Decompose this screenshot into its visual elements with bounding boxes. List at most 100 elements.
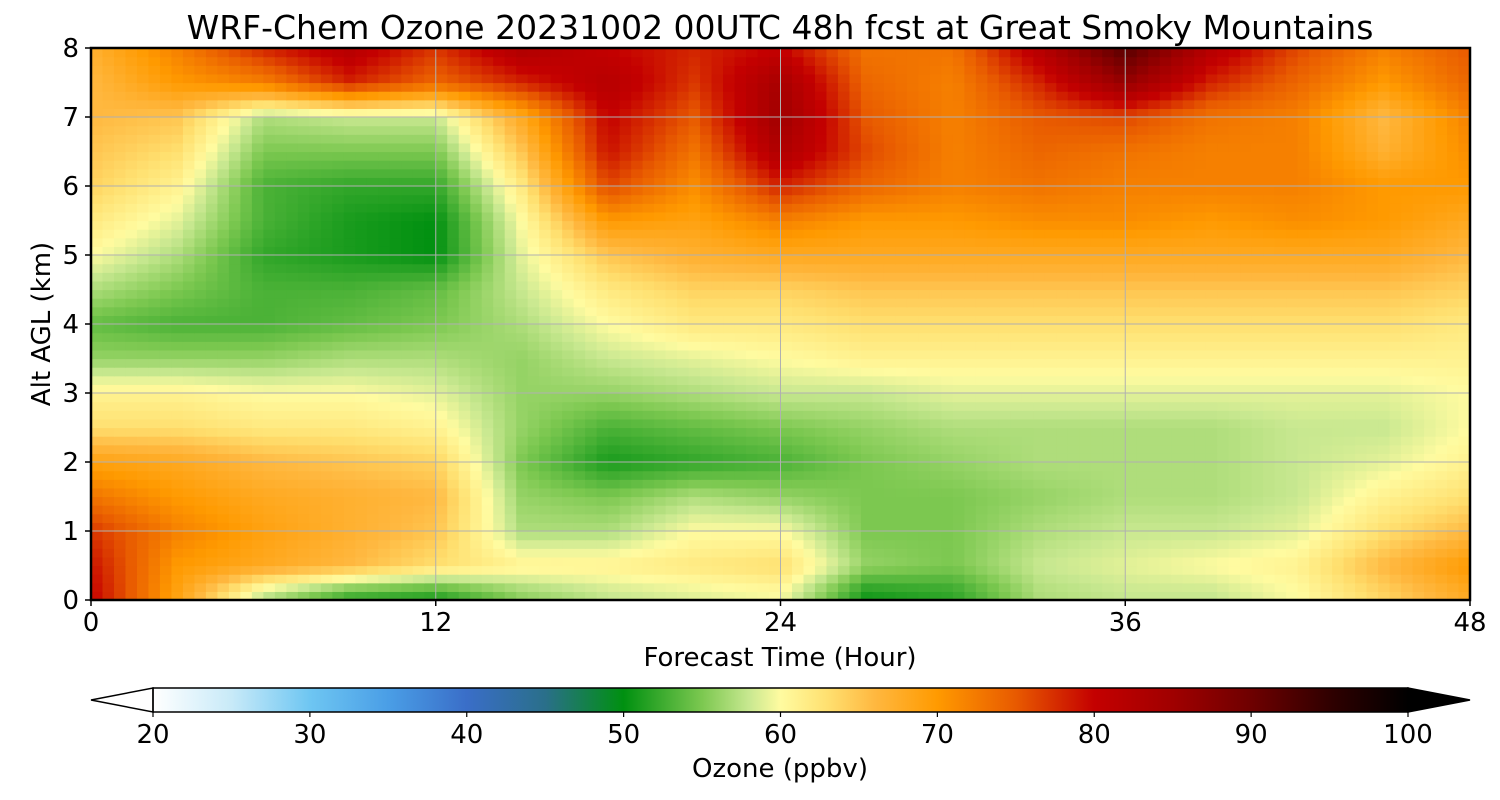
heatmap-cell [964, 487, 977, 498]
heatmap-cell [504, 393, 517, 403]
heatmap-cell [596, 531, 609, 541]
heatmap-cell [757, 531, 770, 541]
heatmap-cell [1251, 418, 1264, 429]
heatmap-cell [182, 539, 196, 549]
heatmap-cell [332, 556, 345, 567]
heatmap-cell [263, 341, 276, 351]
heatmap-cell [332, 367, 345, 377]
heatmap-cell [918, 393, 931, 403]
heatmap-cell [1435, 462, 1448, 472]
heatmap-cell [1412, 375, 1425, 385]
heatmap-cell [688, 306, 701, 316]
heatmap-cell [883, 306, 897, 316]
heatmap-cell [102, 539, 115, 549]
heatmap-cell [1090, 375, 1103, 385]
heatmap-cell [757, 591, 770, 600]
heatmap-cell [481, 556, 494, 567]
heatmap-cell [274, 367, 287, 377]
heatmap-cell [1159, 479, 1172, 489]
heatmap-cell [1355, 539, 1368, 549]
heatmap-cell [1274, 289, 1287, 299]
heatmap-cell [539, 418, 552, 429]
heatmap-cell [837, 436, 851, 446]
heatmap-cell [1021, 280, 1034, 291]
heatmap-cell [1056, 531, 1069, 541]
heatmap-cell [1136, 367, 1149, 377]
heatmap-cell [1389, 505, 1402, 515]
heatmap-cell [1182, 349, 1195, 360]
heatmap-cell [286, 349, 299, 360]
heatmap-cell [217, 505, 230, 515]
heatmap-cell [1171, 280, 1184, 291]
heatmap-cell [1044, 289, 1057, 299]
heatmap-cell [746, 539, 759, 549]
heatmap-cell [837, 315, 851, 325]
heatmap-cell [194, 298, 207, 308]
heatmap-cell [240, 436, 253, 446]
heatmap-cell [780, 444, 793, 454]
heatmap-cell [217, 418, 230, 429]
heatmap-cell [700, 496, 713, 506]
heatmap-cell [1010, 246, 1023, 256]
heatmap-cell [1412, 341, 1425, 351]
heatmap-cell [148, 410, 161, 420]
heatmap-cell [458, 289, 471, 299]
heatmap-cell [332, 393, 345, 403]
heatmap-cell [1194, 324, 1207, 334]
heatmap-cell [608, 349, 621, 360]
heatmap-cell [297, 280, 310, 291]
heatmap-cell [251, 453, 264, 463]
heatmap-cell [688, 462, 701, 472]
heatmap-cell [975, 280, 988, 291]
heatmap-cell [435, 574, 448, 584]
heatmap-cell [700, 367, 713, 377]
heatmap-cell [872, 479, 885, 489]
heatmap-cell [205, 479, 219, 489]
heatmap-cell [1389, 384, 1402, 394]
heatmap-cell [493, 384, 506, 394]
heatmap-cell [527, 470, 540, 480]
heatmap-cell [412, 582, 425, 592]
heatmap-cell [562, 246, 575, 256]
heatmap-cell [148, 531, 161, 541]
heatmap-cell [1401, 289, 1414, 299]
heatmap-cell [286, 280, 299, 291]
heatmap-cell [1355, 263, 1368, 273]
heatmap-cell [677, 393, 690, 403]
heatmap-cell [711, 349, 724, 360]
heatmap-cell [504, 565, 517, 575]
heatmap-cell [1125, 462, 1138, 472]
heatmap-cell [539, 522, 552, 532]
heatmap-cell [573, 513, 586, 523]
heatmap-cell [1056, 410, 1069, 420]
heatmap-cell [1010, 487, 1023, 498]
heatmap-cell [1205, 565, 1218, 575]
heatmap-cell [1194, 384, 1207, 394]
heatmap-cell [91, 556, 104, 567]
heatmap-cell [148, 462, 161, 472]
heatmap-cell [688, 427, 701, 437]
heatmap-cell [746, 479, 759, 489]
heatmap-cell [849, 531, 862, 541]
heatmap-cell [1366, 470, 1379, 480]
heatmap-cell [814, 574, 828, 584]
heatmap-cell [642, 367, 655, 377]
heatmap-cell [1320, 565, 1333, 575]
heatmap-cell [1205, 522, 1218, 532]
heatmap-cell [435, 470, 448, 480]
heatmap-cell [860, 427, 874, 437]
heatmap-cell [1056, 479, 1069, 489]
heatmap-cell [1148, 565, 1161, 575]
heatmap-cell [1194, 539, 1207, 549]
heatmap-cell [297, 539, 310, 549]
heatmap-cell [1113, 453, 1126, 463]
heatmap-cell [906, 436, 919, 446]
heatmap-cell [1389, 462, 1402, 472]
heatmap-cell [240, 470, 253, 480]
heatmap-cell [918, 496, 931, 506]
heatmap-cell [297, 444, 310, 454]
heatmap-cell [1217, 358, 1230, 368]
heatmap-cell [435, 496, 448, 506]
heatmap-cell [171, 444, 184, 454]
heatmap-cell [309, 315, 322, 325]
